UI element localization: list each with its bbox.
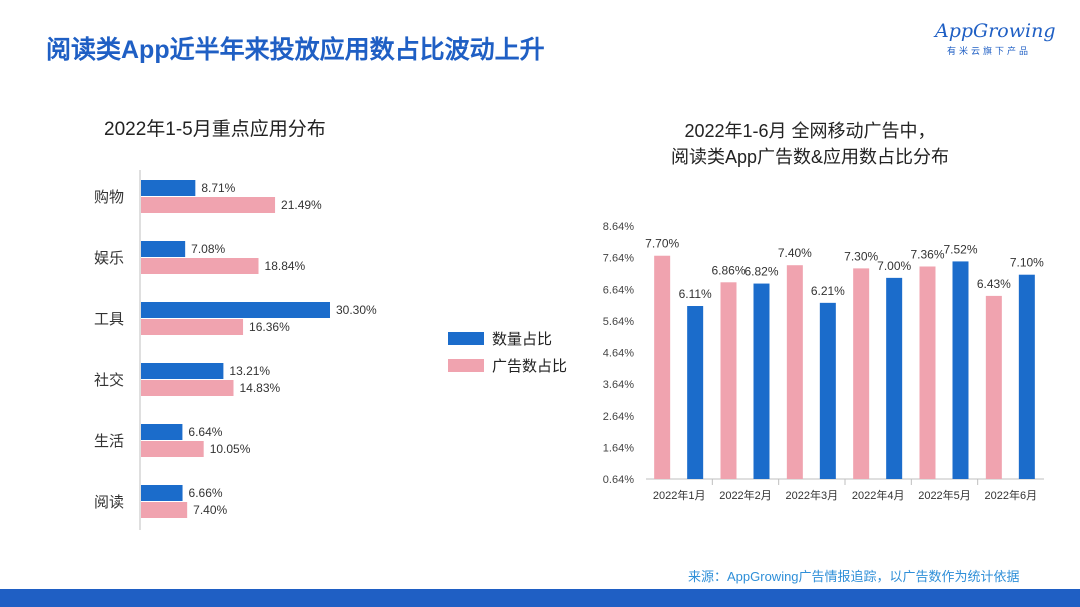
y-tick-label: 8.64% <box>603 221 634 233</box>
footer-strip <box>0 589 1080 607</box>
logo-wordmark: AppGrowing <box>935 20 1056 42</box>
y-tick-label: 7.64% <box>603 253 634 265</box>
legend-item-ads: 广告数占比 <box>448 352 567 379</box>
column-bar <box>952 261 969 479</box>
column-bar <box>654 255 671 479</box>
column-value-label: 7.70% <box>645 237 679 251</box>
hbar-bar <box>141 424 183 440</box>
column-value-label: 7.36% <box>910 247 944 261</box>
column-value-label: 7.30% <box>844 249 878 263</box>
hbar-value-label: 8.71% <box>201 181 235 195</box>
column-bar <box>720 282 737 479</box>
page-title: 阅读类App近半年来投放应用数占比波动上升 <box>46 36 545 64</box>
hbar-category-label: 社交 <box>94 371 124 389</box>
hbar-bar <box>141 380 234 396</box>
hbar-value-label: 6.66% <box>189 486 223 500</box>
y-tick-label: 2.64% <box>603 411 634 423</box>
hbar-value-label: 30.30% <box>336 303 377 317</box>
logo-tagline: 有米云旗下产品 <box>947 46 1032 56</box>
y-tick-label: 3.64% <box>603 379 634 391</box>
x-tick-label: 2022年4月 <box>852 488 905 502</box>
column-bar <box>919 266 936 479</box>
column-bar <box>1018 274 1035 479</box>
hbar-bar <box>141 197 276 213</box>
y-tick-label: 1.64% <box>603 442 634 454</box>
hbar-value-label: 7.40% <box>193 503 227 517</box>
hbar-value-label: 6.64% <box>188 425 222 439</box>
hbar-bar <box>141 485 183 501</box>
y-tick-label: 4.64% <box>603 348 634 360</box>
hbar-value-label: 18.84% <box>265 259 306 273</box>
hbar-value-label: 10.05% <box>210 442 251 456</box>
x-tick-label: 2022年1月 <box>653 488 706 502</box>
hbar-value-label: 14.83% <box>240 381 281 395</box>
column-bar <box>687 306 704 479</box>
hbar-bar <box>141 241 186 257</box>
x-tick-label: 2022年5月 <box>918 488 971 502</box>
column-bar <box>786 265 803 479</box>
column-value-label: 7.40% <box>778 246 812 260</box>
column-value-label: 7.52% <box>943 242 977 256</box>
column-bar <box>853 268 870 479</box>
hbar-value-label: 7.08% <box>191 242 225 256</box>
hbar-bar <box>141 502 188 518</box>
y-tick-label: 5.64% <box>603 316 634 328</box>
column-value-label: 6.21% <box>811 284 845 298</box>
hbar-bar <box>141 441 204 457</box>
hbar-bar <box>141 258 259 274</box>
column-chart-title-line2: 阅读类App广告数&应用数占比分布 <box>670 147 950 167</box>
legend-swatch-pink <box>448 359 484 372</box>
hbar-value-label: 21.49% <box>281 198 322 212</box>
legend-swatch-blue <box>448 332 484 345</box>
column-bar <box>985 295 1002 479</box>
legend-item-count: 数量占比 <box>448 325 567 352</box>
hbar-bar <box>141 302 330 318</box>
column-bar <box>886 277 903 479</box>
chart-legend: 数量占比 广告数占比 <box>448 325 567 379</box>
hbar-category-label: 阅读 <box>94 494 124 511</box>
hbar-category-label: 生活 <box>94 433 124 450</box>
column-value-label: 6.43% <box>977 277 1011 291</box>
hbar-chart-title: 2022年1-5月重点应用分布 <box>104 119 326 140</box>
column-chart: 8.64% 7.64% 6.64% 5.64% 4.64% 3.64% 2.64% 1.64%… <box>603 221 1044 502</box>
y-tick-label: 0.64% <box>603 474 634 486</box>
x-tick-label: 2022年6月 <box>985 488 1038 502</box>
column-value-label: 6.86% <box>711 263 745 277</box>
hbar-bar <box>141 319 244 335</box>
legend-label: 广告数占比 <box>492 358 568 375</box>
hbar-bar <box>141 363 224 379</box>
hbar-value-label: 16.36% <box>249 320 290 334</box>
column-value-label: 7.00% <box>877 259 911 273</box>
hbar-category-label: 工具 <box>94 311 124 328</box>
column-chart-title: 2022年1-6月 全网移动广告中， 阅读类App广告数&应用数占比分布 <box>640 118 980 170</box>
column-value-label: 6.11% <box>679 287 712 301</box>
appgrowing-logo: AppGrowing 有米云旗下产品 <box>935 20 1056 60</box>
column-chart-title-line1: 2022年1-6月 全网移动广告中， <box>684 121 936 141</box>
hbar-bar <box>141 180 196 196</box>
hbar-category-label: 购物 <box>94 189 124 206</box>
column-bar <box>819 302 836 479</box>
hbar-category-label: 娱乐 <box>94 250 124 267</box>
column-value-label: 6.82% <box>744 265 778 279</box>
legend-label: 数量占比 <box>492 331 553 348</box>
source-note: 来源：AppGrowing广告情报追踪，以广告数作为统计依据 <box>688 569 1020 584</box>
column-value-label: 7.10% <box>1010 256 1044 270</box>
hbar-value-label: 13.21% <box>229 364 270 378</box>
y-tick-label: 6.64% <box>603 284 634 296</box>
horizontal-bar-chart: 购物 8.71% 21.49% 娱乐 7.08% 18.84% 工具 30.30% 16.36%… <box>94 170 377 530</box>
x-tick-label: 2022年3月 <box>786 488 839 502</box>
column-bar <box>753 283 770 479</box>
x-tick-label: 2022年2月 <box>719 488 772 502</box>
